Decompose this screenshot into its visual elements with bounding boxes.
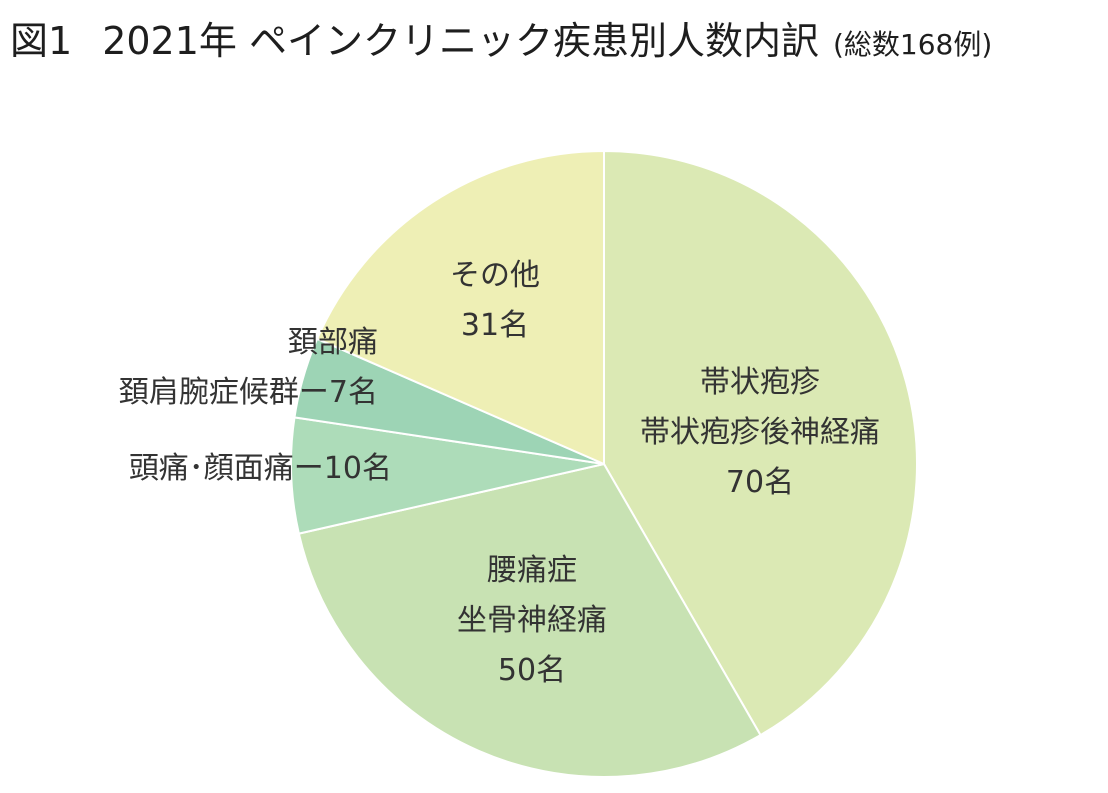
pie-slice-4 xyxy=(315,149,605,466)
chart-title: 図1 2021年 ペインクリニック疾患別人数内訳 (総数168例) xyxy=(10,10,993,63)
slice-label-line: 70名 xyxy=(726,465,794,500)
slice-label-line: 腰痛症 xyxy=(487,553,577,588)
title-note: (総数168例) xyxy=(832,28,993,61)
pie-slice-0 xyxy=(603,149,918,737)
slice-label-2: 頭痛･顔面痛ー10名 xyxy=(129,451,392,486)
pie-slice-1 xyxy=(297,462,762,778)
figure-number: 図1 xyxy=(10,19,73,63)
slice-label-1: 腰痛症坐骨神経痛 50名 xyxy=(457,553,607,688)
slice-label-line: 50名 xyxy=(498,653,566,688)
title-main: 2021年 ペインクリニック疾患別人数内訳 xyxy=(102,19,819,63)
slice-label-line: その他 xyxy=(450,258,540,293)
slice-label-4: その他 31名 xyxy=(450,258,540,343)
slice-label-line: 31名 xyxy=(461,308,529,343)
slice-label-line: 帯状疱疹 xyxy=(700,365,820,400)
slice-label-line: 坐骨神経痛 xyxy=(457,603,607,638)
slice-label-line: 頚部痛 xyxy=(288,325,378,360)
slice-label-0: 帯状疱疹帯状疱疹後神経痛 70名 xyxy=(640,365,880,500)
slice-label-line: 帯状疱疹後神経痛 xyxy=(640,415,880,450)
slice-label-line: 頚肩腕症候群ー7名 xyxy=(119,375,378,410)
slice-label-line: 頭痛･顔面痛ー10名 xyxy=(129,451,392,486)
slice-label-3: 頚部痛頚肩腕症候群ー7名 xyxy=(119,325,378,410)
